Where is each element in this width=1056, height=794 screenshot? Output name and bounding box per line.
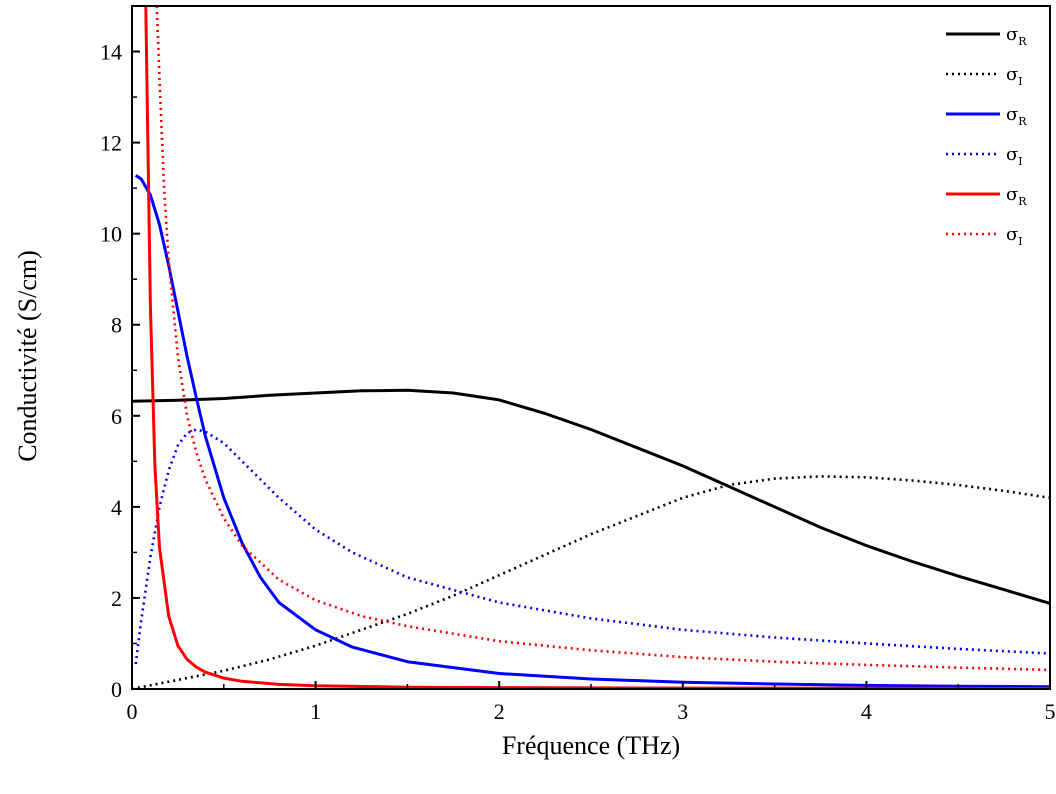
legend-label: σR xyxy=(1006,24,1027,48)
legend-item-6: σI xyxy=(946,224,1023,248)
legend-item-5: σR xyxy=(946,184,1027,208)
y-tick-label: 2 xyxy=(111,586,122,611)
legend: σR σI σR σI σR σI xyxy=(946,24,1027,248)
legend-label: σR xyxy=(1006,184,1027,208)
y-tick-label: 10 xyxy=(100,222,122,247)
y-tick-label: 6 xyxy=(111,404,122,429)
x-axis: 0 1 2 3 4 5 xyxy=(127,681,1056,724)
x-tick-label: 4 xyxy=(861,699,872,724)
plot-area xyxy=(131,5,1051,690)
legend-label: σI xyxy=(1006,224,1023,248)
legend-label: σR xyxy=(1006,104,1027,128)
legend-item-2: σI xyxy=(946,64,1023,88)
y-axis: 0 2 4 6 8 10 12 14 xyxy=(100,40,140,702)
legend-label: σI xyxy=(1006,144,1023,168)
x-tick-label: 2 xyxy=(494,699,505,724)
legend-item-4: σI xyxy=(946,144,1023,168)
series-line-2 xyxy=(132,475,1050,689)
y-tick-label: 0 xyxy=(111,677,122,702)
y-axis-title: Conductivité (S/cm) xyxy=(13,250,42,462)
y-tick-label: 14 xyxy=(100,40,122,65)
legend-item-1: σR xyxy=(946,24,1027,48)
x-axis-title: Fréquence (THz) xyxy=(502,731,680,760)
x-tick-label: 0 xyxy=(127,699,138,724)
x-tick-label: 5 xyxy=(1045,699,1056,724)
y-tick-label: 12 xyxy=(100,131,122,156)
series-line-5 xyxy=(144,6,1050,689)
x-tick-label: 1 xyxy=(310,699,321,724)
plot-frame xyxy=(131,5,1051,690)
series-line-4 xyxy=(134,428,1050,665)
y-tick-label: 8 xyxy=(111,313,122,338)
series-line-1 xyxy=(132,388,1050,605)
y-tick-label: 4 xyxy=(111,495,122,520)
series-line-6 xyxy=(155,6,1050,672)
series-layer xyxy=(132,6,1050,689)
legend-item-3: σR xyxy=(946,104,1027,128)
series-line-3 xyxy=(134,174,1050,689)
x-tick-label: 3 xyxy=(677,699,688,724)
legend-label: σI xyxy=(1006,64,1023,88)
